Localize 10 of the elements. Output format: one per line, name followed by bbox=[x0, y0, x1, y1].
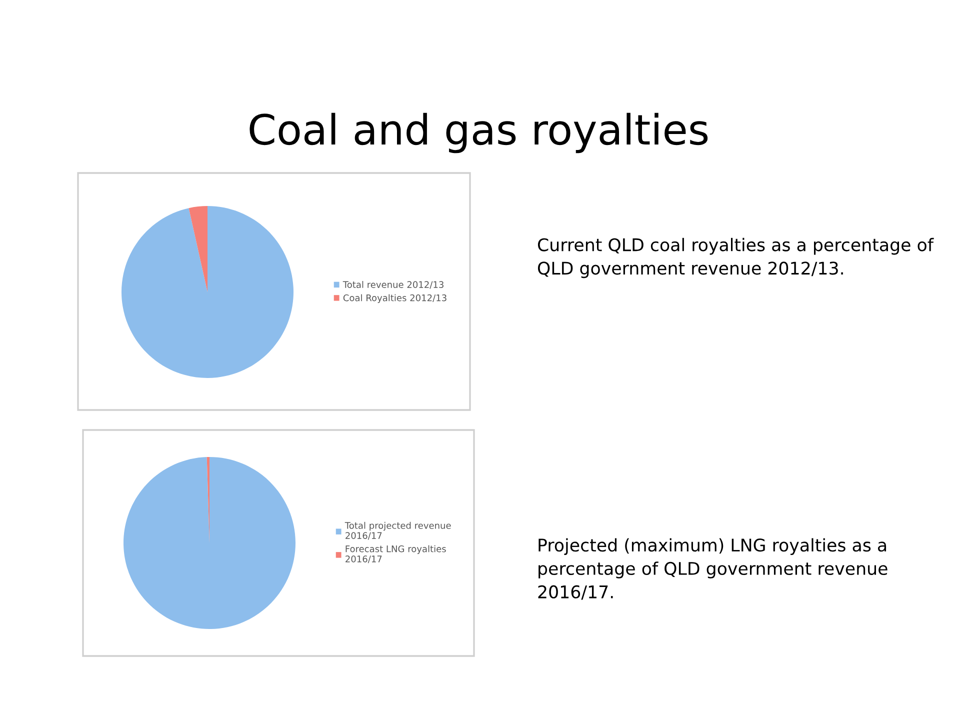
text: Current QLD coal royalties as a percentage of QLD government revenue 2012/13. bbox=[538, 238, 934, 278]
legend-label: Coal Royalties 2012/13 bbox=[343, 294, 446, 303]
legend-label: Total revenue 2012/13 bbox=[342, 281, 444, 289]
text: Projected (maximum) LNG royalties as a percentage of QLD government revenue 2016/17. bbox=[538, 538, 888, 600]
chart-title: Coal and gas royalties bbox=[250, 112, 708, 154]
pie-slice bbox=[122, 206, 294, 378]
legend-label: Total projected revenue 2016/17 bbox=[344, 522, 451, 540]
legend-label: Forecast LNG royalties 2016/17 bbox=[346, 545, 446, 564]
pie-slice bbox=[124, 457, 296, 629]
pie-slice bbox=[188, 206, 208, 292]
